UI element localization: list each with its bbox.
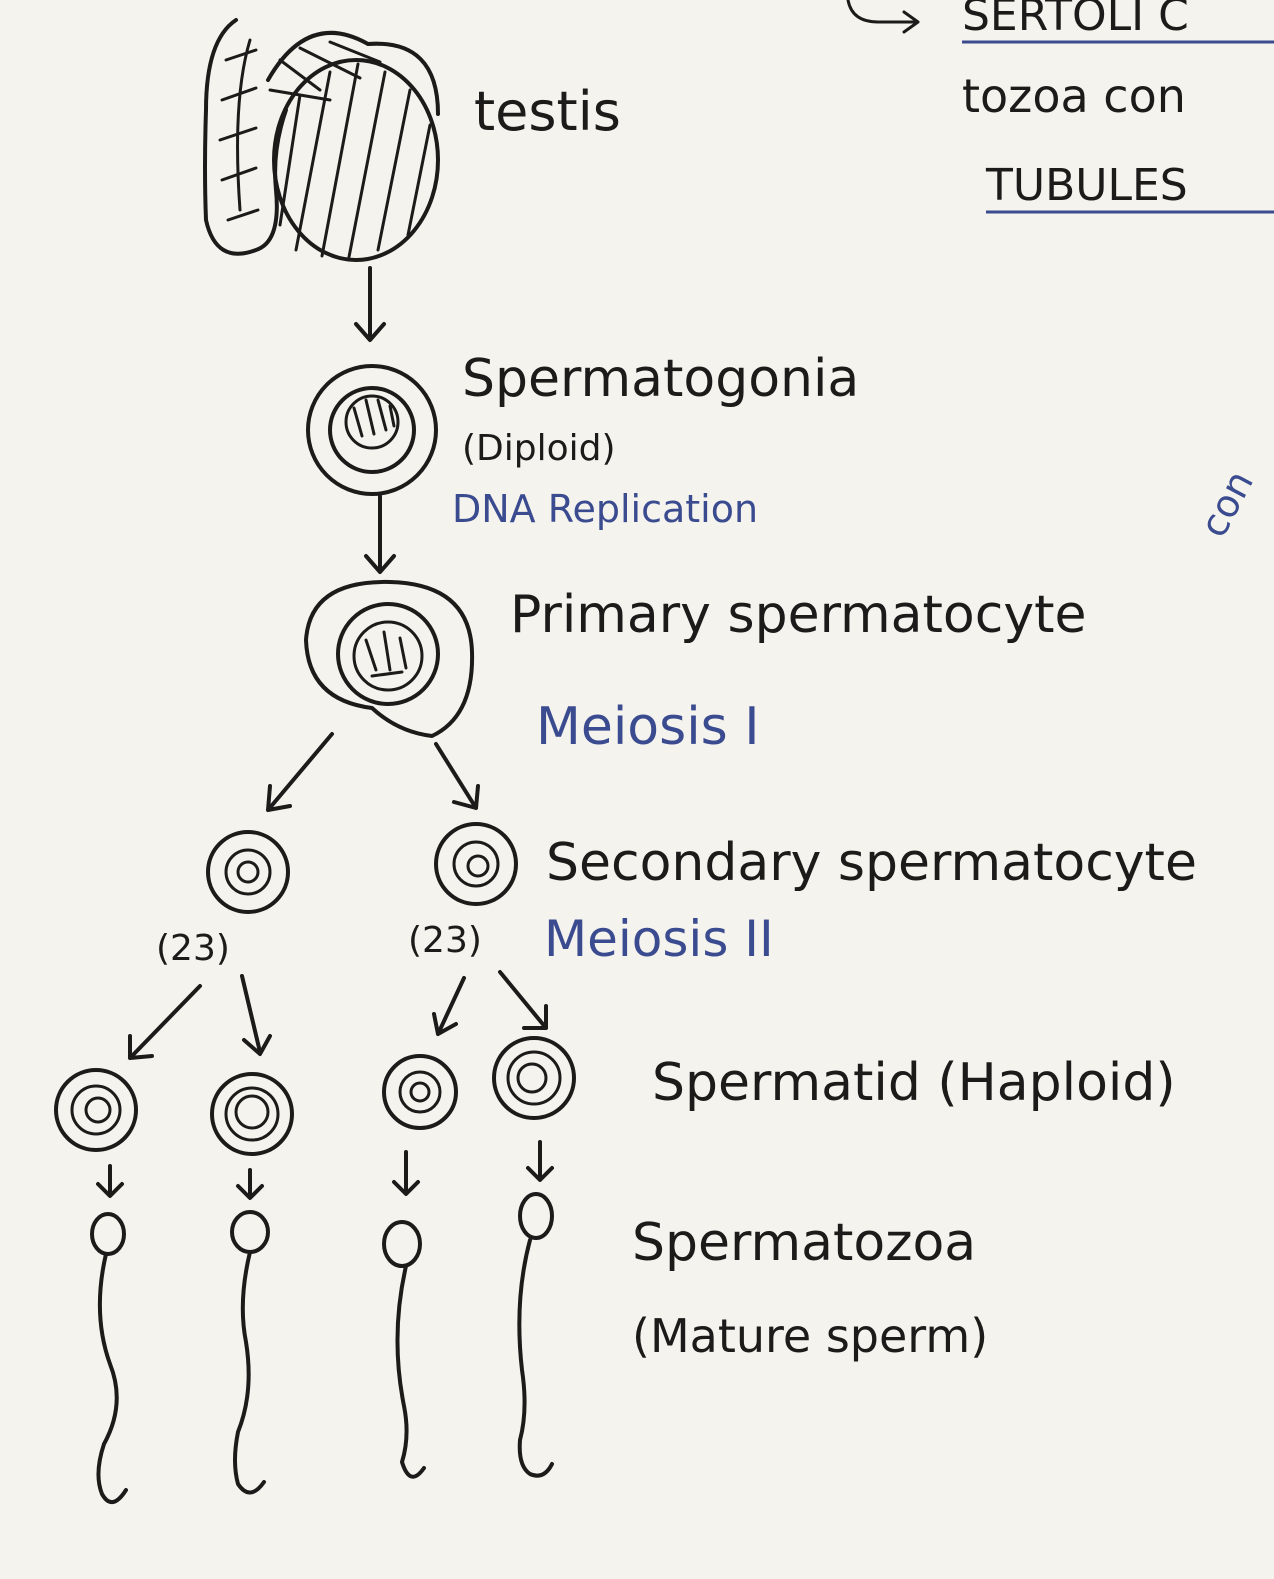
- spermatid-2: [210, 1072, 294, 1156]
- label-count-right: (23): [408, 920, 482, 961]
- sperm-4: [517, 1192, 554, 1478]
- label-meiosis-1: Meiosis I: [536, 697, 760, 757]
- arrow-spermatid-1: [96, 1164, 124, 1198]
- spermatid-1: [54, 1068, 138, 1152]
- spermatogonia-cell: [306, 364, 438, 496]
- label-spermatozoa: Spermatozoa: [632, 1213, 976, 1273]
- arrow-testis-down: [354, 266, 386, 342]
- arrow-primary-left: [266, 732, 334, 812]
- sperm-1: [90, 1212, 128, 1504]
- sperm-3: [382, 1220, 426, 1479]
- spermatid-3: [382, 1054, 458, 1130]
- note-arrow-icon: [846, 0, 920, 34]
- label-primary: Primary spermatocyte: [510, 585, 1087, 645]
- label-secondary: Secondary spermatocyte: [546, 833, 1197, 893]
- note-side-text: con: [1191, 463, 1262, 544]
- label-testis: testis: [474, 80, 621, 143]
- note-line-2: tozoa con: [962, 69, 1186, 123]
- secondary-spermatocyte-right: [434, 822, 518, 906]
- note-line-3: TUBULES: [985, 160, 1188, 211]
- arrow-sec-left-a: [128, 984, 202, 1060]
- arrow-primary-right: [434, 742, 480, 810]
- label-spermatogonia: Spermatogonia: [462, 349, 859, 409]
- label-meiosis-2: Meiosis II: [544, 910, 774, 968]
- arrow-spermatid-3: [392, 1150, 420, 1196]
- testis-drawing: [203, 18, 440, 262]
- arrow-spermatid-2: [236, 1168, 264, 1200]
- arrow-to-primary: [364, 494, 396, 574]
- label-diploid: (Diploid): [462, 428, 616, 469]
- arrow-sec-left-b: [240, 974, 272, 1056]
- spermatid-4: [492, 1036, 576, 1120]
- note-line-1: SERTOLI C: [962, 0, 1189, 41]
- arrow-spermatid-4: [526, 1140, 554, 1182]
- label-spermatid: Spermatid (Haploid): [652, 1053, 1176, 1113]
- label-count-left: (23): [156, 928, 230, 969]
- arrow-sec-right-a: [432, 976, 466, 1036]
- sperm-2: [230, 1210, 270, 1495]
- label-mature-sperm: (Mature sperm): [632, 1309, 988, 1363]
- label-dna-replication: DNA Replication: [452, 487, 758, 531]
- arrow-sec-right-b: [498, 970, 548, 1030]
- secondary-spermatocyte-left: [206, 830, 290, 914]
- primary-spermatocyte-cell: [304, 579, 475, 738]
